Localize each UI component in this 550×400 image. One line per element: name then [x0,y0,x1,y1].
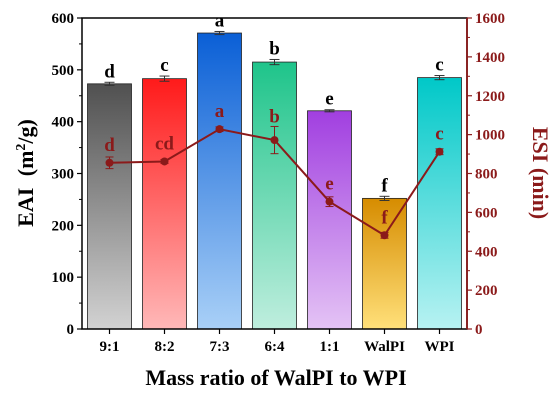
x-tick-label-WalPI: WalPI [364,339,405,355]
esi-point-9:1 [105,158,114,167]
y-tick-label-right-0: 0 [475,322,483,338]
y-axis-title-tail: /g) [13,119,38,144]
y-tick-label-left-200: 200 [52,218,75,234]
y-tick-label-left-500: 500 [52,63,75,79]
bar-letter-6:4: b [269,38,280,59]
x-axis-title: Mass ratio of WalPI to WPI [145,365,406,390]
y-tick-label-right-800: 800 [475,167,498,183]
y-axis-title-unit: (m [13,151,38,177]
y-tick-label-left-400: 400 [52,115,75,131]
bar-8:2 [142,78,187,330]
y-axis-title-sup: 2 [14,144,29,151]
esi-letter-6:4: b [269,106,280,127]
y-tick-label-right-600: 600 [475,205,498,221]
bar-letters-layer: d c a b e f c [104,10,444,196]
bar-WalPI [362,197,407,330]
bar-error-layer [104,30,445,201]
bar-7:3 [197,32,242,330]
bar-letter-9:1: d [104,61,115,82]
x-tick-label-WPI: WPI [425,339,455,355]
bar-letter-WPI: c [435,55,443,76]
esi-point-WalPI [380,231,389,240]
bar-letter-7:3: a [215,10,225,31]
esi-letter-WalPI: f [381,207,388,228]
bar-WPI [417,77,462,330]
y-tick-label-right-400: 400 [475,244,498,260]
esi-letter-WPI: c [435,124,443,145]
bar-letter-1:1: e [325,89,333,110]
y-tick-label-left-300: 300 [52,167,75,183]
x-tick-label-7:3: 7:3 [210,339,230,355]
esi-letter-9:1: d [104,135,115,156]
y-tick-label-left-0: 0 [67,322,75,338]
x-tick-label-6:4: 6:4 [265,339,285,355]
y-tick-label-right-1200: 1200 [475,89,505,105]
x-tick-label-1:1: 1:1 [320,339,340,355]
esi-point-7:3 [215,125,224,134]
bars-layer [87,32,462,330]
y-tick-label-right-200: 200 [475,283,498,299]
esi-point-6:4 [270,136,279,145]
y-axis-title-right: ESI (min) [528,127,550,219]
x-tick-label-8:2: 8:2 [155,339,175,355]
bar-letter-WalPI: f [381,175,388,196]
y-axis-title-left: EAI (m2/g) [13,119,38,227]
esi-letter-7:3: a [215,101,225,122]
y-tick-label-left-100: 100 [52,270,75,286]
esi-point-WPI [435,147,444,156]
bar-letter-8:2: c [160,55,168,76]
y-tick-label-right-1600: 1600 [475,11,505,27]
bar-1:1 [307,110,352,330]
y-axis-title-main: EAI [13,188,38,227]
y-tick-label-left-600: 600 [52,11,75,27]
x-tick-label-9:1: 9:1 [100,339,120,355]
esi-point-8:2 [160,157,169,166]
esi-letter-8:2: cd [155,133,174,154]
esi-letter-1:1: e [325,174,333,195]
esi-point-1:1 [325,197,334,206]
bar-6:4 [252,61,297,330]
y-tick-label-right-1000: 1000 [475,128,505,144]
axes-layer: 0 100 200 300 400 500 600 0 200 400 600 800 1000 1200… [52,11,506,355]
bar-9:1 [87,83,132,330]
esi-line-layer: d cd a b e f c [104,101,444,240]
y-tick-label-right-1400: 1400 [475,50,505,66]
